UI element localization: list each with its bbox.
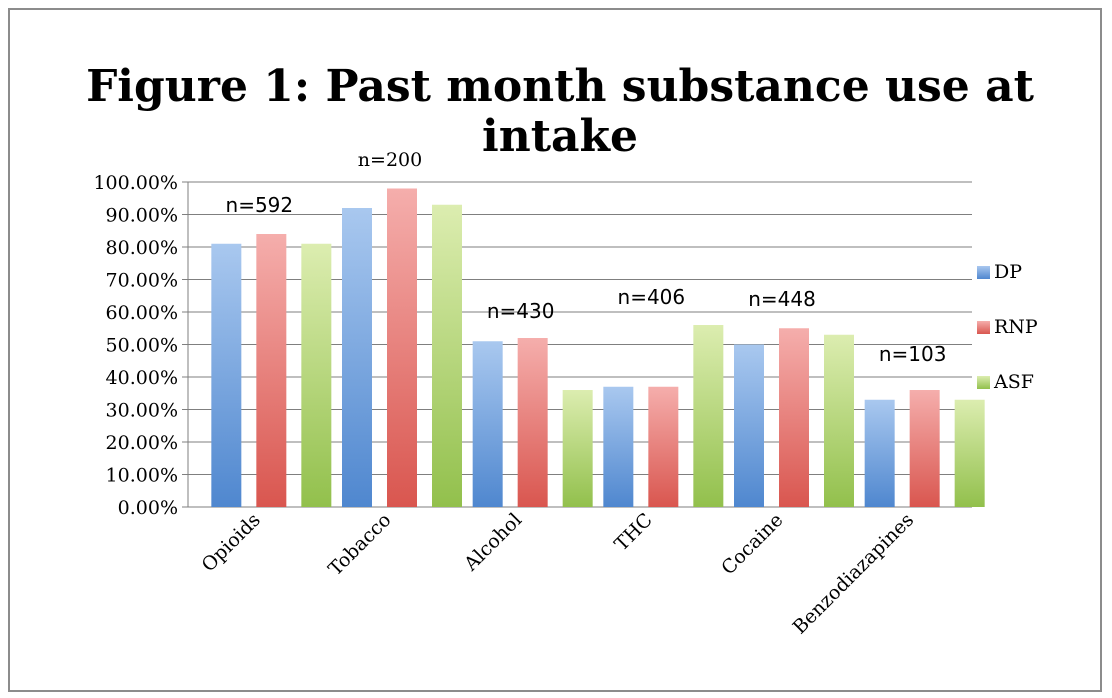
y-tick-label: 10.00% — [106, 465, 178, 487]
y-tick-label: 50.00% — [106, 335, 178, 357]
y-tick-label: 60.00% — [106, 302, 178, 324]
y-tick-label: 90.00% — [106, 205, 178, 227]
legend-label-rnp: RNP — [994, 316, 1038, 338]
x-tick-label: Alcohol — [459, 509, 526, 576]
bar-asf — [562, 390, 593, 507]
legend-label-dp: DP — [994, 261, 1022, 283]
bar-asf — [824, 334, 854, 507]
bar-asf — [301, 243, 332, 507]
bar-rnp — [517, 338, 548, 507]
bar-asf — [432, 204, 462, 507]
y-tick-label: 80.00% — [106, 237, 178, 259]
sample-size-label: n=430 — [487, 299, 555, 323]
y-tick-label: 70.00% — [106, 270, 178, 292]
bar-rnp — [648, 386, 679, 507]
legend-swatch-asf — [977, 376, 990, 389]
sample-size-label: n=406 — [618, 285, 686, 309]
y-tick-label: 20.00% — [106, 432, 178, 454]
bar-rnp — [256, 234, 287, 507]
bar-dp — [603, 386, 634, 507]
legend-label-asf: ASF — [993, 371, 1034, 393]
chart-title: Figure 1: Past month substance use at in… — [86, 61, 1034, 162]
sample-size-label: n=592 — [226, 193, 294, 217]
bar-dp — [342, 208, 372, 507]
bar-dp — [472, 341, 503, 507]
y-tick-label: 30.00% — [106, 400, 178, 422]
bar-rnp — [387, 188, 417, 507]
bar-rnp — [779, 328, 809, 507]
bar-dp — [864, 399, 895, 507]
legend-swatch-rnp — [977, 321, 990, 334]
bar-rnp — [909, 390, 940, 507]
x-tick-label: Benzodiazapines — [789, 509, 919, 639]
sample-size-label: n=103 — [879, 342, 947, 366]
x-tick-label: Cocaine — [717, 509, 787, 579]
bar-dp — [211, 243, 242, 507]
sample-size-label: n=448 — [748, 287, 816, 311]
legend-swatch-dp — [977, 266, 990, 279]
sample-size-label: n=200 — [358, 149, 422, 171]
y-tick-label: 0.00% — [118, 497, 178, 519]
x-tick-label: Tobacco — [324, 509, 395, 580]
bar-asf — [693, 325, 724, 507]
x-tick-label: Opioids — [198, 509, 265, 576]
bar-dp — [734, 344, 764, 507]
bar-asf — [954, 399, 985, 507]
chart-frame — [8, 8, 1102, 692]
x-tick-label: THC — [610, 509, 657, 556]
y-tick-label: 40.00% — [106, 367, 178, 389]
y-tick-label: 100.00% — [93, 172, 178, 194]
